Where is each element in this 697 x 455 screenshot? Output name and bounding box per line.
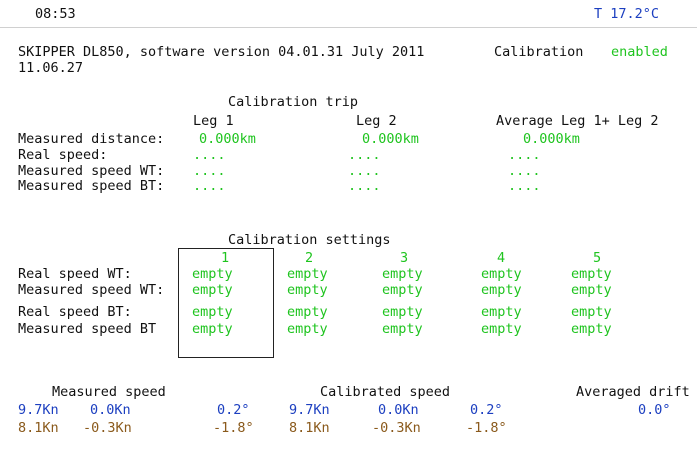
setting-value: empty <box>382 304 423 320</box>
setting-value: empty <box>287 266 328 282</box>
setting-value: empty <box>287 282 328 298</box>
speed-value: -1.8° <box>213 420 254 436</box>
setting-value: empty <box>382 282 423 298</box>
section-title: Calibration trip <box>228 94 359 110</box>
column-header: Leg 1 <box>193 113 234 129</box>
column-number: 2 <box>305 250 314 266</box>
setting-value: empty <box>481 304 522 320</box>
setting-value: empty <box>571 304 612 320</box>
row-value: .... <box>348 147 381 163</box>
speed-value: 8.1Kn <box>18 420 59 436</box>
calibration-state: enabled <box>611 44 668 60</box>
column-number: 3 <box>400 250 409 266</box>
row-label: Real speed WT: <box>18 266 132 282</box>
speed-value: 8.1Kn <box>289 420 330 436</box>
temperature: T 17.2°C <box>594 6 660 22</box>
column-number: 5 <box>593 250 602 266</box>
row-value: .... <box>348 163 381 179</box>
column-number: 4 <box>497 250 506 266</box>
row-label: Real speed BT: <box>18 304 132 320</box>
speed-value: 0.2° <box>470 402 503 418</box>
speed-value: 0.0° <box>638 402 671 418</box>
column-header: Average Leg 1+ Leg 2 <box>496 113 659 129</box>
setting-value: empty <box>571 266 612 282</box>
row-value: .... <box>508 163 541 179</box>
top-bar <box>0 0 697 28</box>
row-label: Measured speed BT <box>18 321 157 337</box>
speed-value: 9.7Kn <box>289 402 330 418</box>
section-title: Calibration settings <box>228 232 391 248</box>
row-value: .... <box>193 178 226 194</box>
calibration-label: Calibration <box>494 44 584 60</box>
setting-value: empty <box>192 321 233 337</box>
speed-value: -0.3Kn <box>83 420 132 436</box>
row-label: Measured speed WT: <box>18 282 165 298</box>
setting-value: empty <box>571 321 612 337</box>
speed-value: -1.8° <box>466 420 507 436</box>
row-value: .... <box>348 178 381 194</box>
row-label: Measured speed WT: <box>18 163 165 179</box>
row-label: Measured distance: <box>18 131 165 147</box>
setting-value: empty <box>192 282 233 298</box>
time: 08:53 <box>35 6 76 22</box>
column-header: Leg 2 <box>356 113 397 129</box>
selected-column <box>178 248 274 358</box>
setting-value: empty <box>481 266 522 282</box>
speed-value: 0.0Kn <box>90 402 131 418</box>
row-label: Real speed: <box>18 147 108 163</box>
setting-value: empty <box>481 282 522 298</box>
setting-value: empty <box>287 321 328 337</box>
date: 11.06.27 <box>18 60 84 76</box>
device-info: SKIPPER DL850, software version 04.01.31… <box>18 44 425 60</box>
speed-value: 9.7Kn <box>18 402 59 418</box>
setting-value: empty <box>382 266 423 282</box>
speed-value: -0.3Kn <box>372 420 421 436</box>
row-value: .... <box>193 163 226 179</box>
setting-value: empty <box>481 321 522 337</box>
speed-value: 0.2° <box>217 402 250 418</box>
row-value: 0.000km <box>362 131 419 147</box>
setting-value: empty <box>192 266 233 282</box>
speed-header: Calibrated speed <box>320 384 451 400</box>
column-number: 1 <box>221 250 230 266</box>
speed-value: 0.0Kn <box>378 402 419 418</box>
setting-value: empty <box>571 282 612 298</box>
row-value: .... <box>193 147 226 163</box>
row-value: .... <box>508 178 541 194</box>
row-value: 0.000km <box>523 131 580 147</box>
setting-value: empty <box>192 304 233 320</box>
speed-header: Averaged drift <box>576 384 690 400</box>
setting-value: empty <box>382 321 423 337</box>
setting-value: empty <box>287 304 328 320</box>
speed-header: Measured speed <box>52 384 166 400</box>
row-value: 0.000km <box>199 131 256 147</box>
row-label: Measured speed BT: <box>18 178 165 194</box>
row-value: .... <box>508 147 541 163</box>
